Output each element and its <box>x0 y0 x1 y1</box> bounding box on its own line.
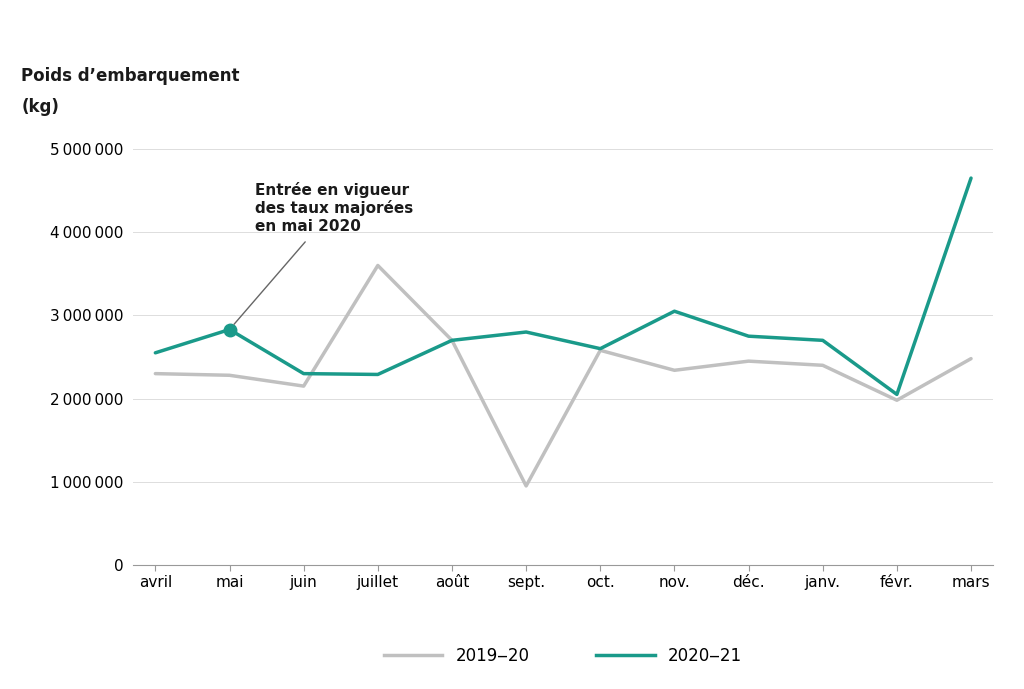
Text: Poids d’embarquement: Poids d’embarquement <box>22 67 240 85</box>
Legend: 2019‒20, 2020‒21: 2019‒20, 2020‒21 <box>378 640 749 671</box>
Text: (kg): (kg) <box>22 98 59 116</box>
Text: Entrée en vigueur
des taux majorées
en mai 2020: Entrée en vigueur des taux majorées en m… <box>234 182 414 325</box>
